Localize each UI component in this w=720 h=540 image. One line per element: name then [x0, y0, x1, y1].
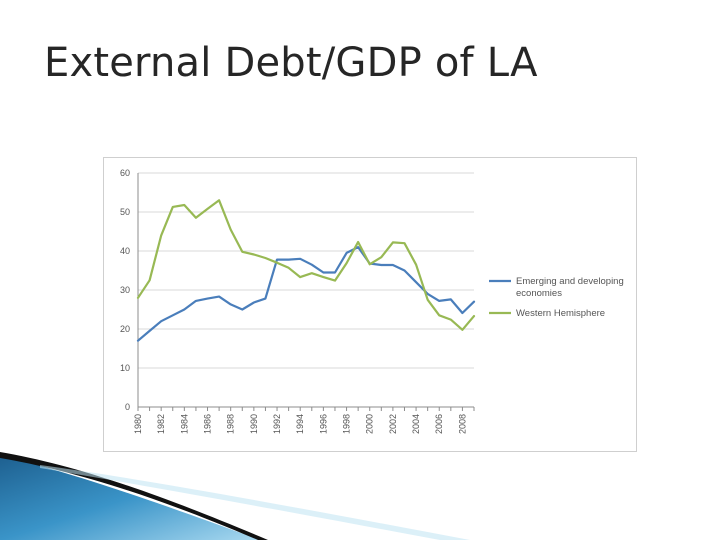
- series-line-1: [136, 245, 476, 342]
- chart-frame: 0 10 20 30 40 50 60 1980 1982 1984 1986 1988 1990 199…: [103, 157, 637, 452]
- x-tick-label: 1984: [179, 414, 189, 434]
- grid-lines: [138, 172, 474, 369]
- slide-title: External Debt/GDP of LA: [44, 40, 538, 86]
- series-line-2: [136, 199, 476, 331]
- axes: 0 10 20 30 40 50 60 1980 1982 1984 1986 1988 1990 199…: [120, 168, 475, 434]
- x-tick-label: 1996: [318, 414, 328, 434]
- y-tick-label: 40: [120, 246, 130, 256]
- y-tick-label: 20: [120, 324, 130, 334]
- x-tick-label: 2002: [388, 414, 398, 434]
- x-tick-label: 1982: [156, 414, 166, 434]
- legend-label: Emerging and developing: [516, 276, 624, 287]
- y-tick-label: 50: [120, 207, 130, 217]
- line-chart: 0 10 20 30 40 50 60 1980 1982 1984 1986 1988 1990 199…: [120, 168, 624, 434]
- y-tick-label: 10: [120, 363, 130, 373]
- legend-label: economies: [516, 288, 562, 299]
- x-tick-label: 1986: [203, 414, 213, 434]
- x-tick-label: 2008: [457, 414, 467, 434]
- series-lines: [136, 199, 476, 342]
- x-tick-label: 1998: [342, 414, 352, 434]
- y-tick-label: 0: [125, 402, 130, 412]
- x-tick-label: 1990: [249, 414, 259, 434]
- x-tick-label: 1992: [272, 414, 282, 434]
- x-tick-label: 2000: [365, 414, 375, 434]
- x-tick-label: 1988: [226, 414, 236, 434]
- y-tick-label: 60: [120, 168, 130, 178]
- y-tick-label: 30: [120, 285, 130, 295]
- x-tick-label: 1994: [295, 414, 305, 434]
- x-tick-label: 2004: [411, 414, 421, 434]
- x-tick-label: 2006: [434, 414, 444, 434]
- x-tick-label: 1980: [133, 414, 143, 434]
- legend-label: Western Hemisphere: [516, 308, 605, 319]
